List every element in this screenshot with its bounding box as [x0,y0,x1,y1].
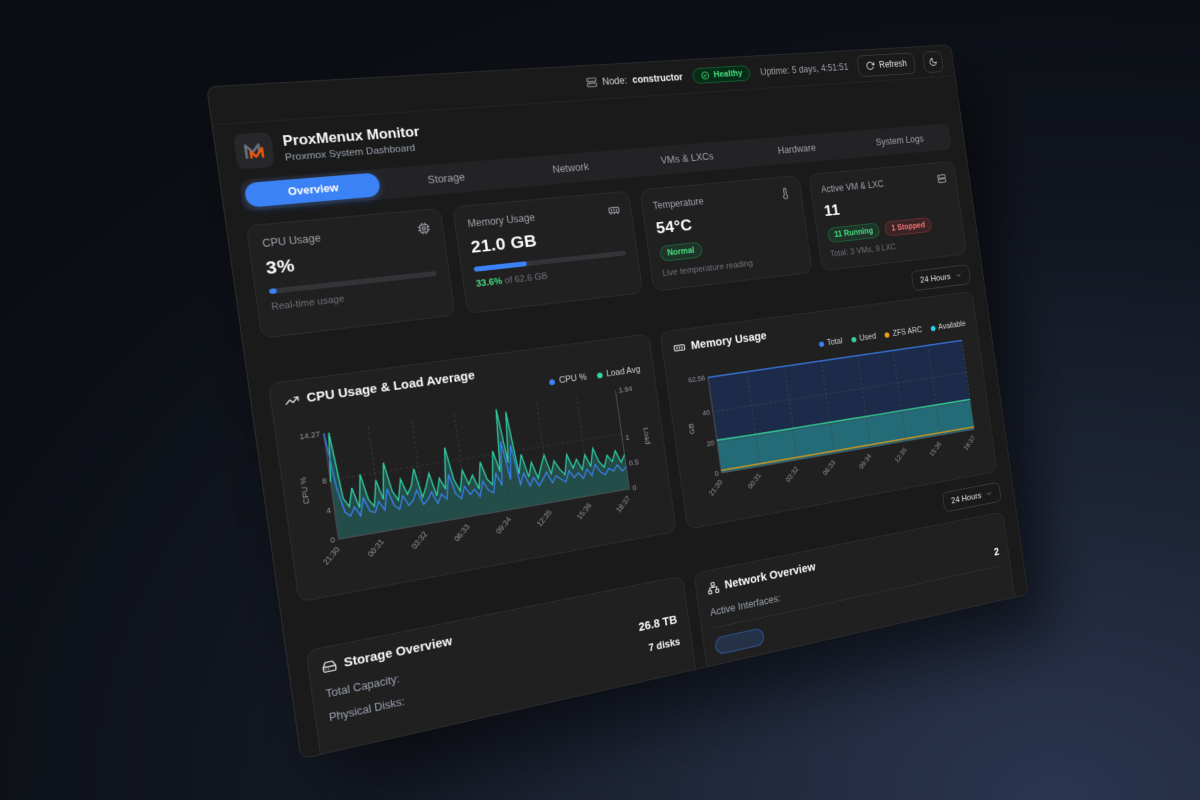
proxmenux-logo [232,131,276,170]
storage-capacity-value: 26.8 TB [637,612,678,634]
svg-text:03:32: 03:32 [784,465,800,484]
memory-usage-card: Memory Usage 21.0 GB 33.6% of 62.6 GB [452,190,643,314]
temperature-status-badge: Normal [658,241,703,262]
cpu-load-chart: 14.27 0 4 8 1.94 0 0.5 1 21:30 00:31 03:32 06:33 09:… [298,384,653,567]
interface-badge [713,627,765,656]
svg-text:1: 1 [625,433,630,442]
svg-text:00:31: 00:31 [366,537,386,558]
refresh-button[interactable]: Refresh [856,52,917,77]
legend-dot-used [850,336,857,343]
legend-dot-cpu [549,378,556,386]
check-circle-icon [701,71,711,81]
memory-chart-icon [672,341,686,355]
svg-text:0: 0 [714,469,719,478]
legend-dot-total [818,340,825,347]
chevron-down-icon-2 [985,489,993,498]
svg-text:15:36: 15:36 [575,501,593,521]
svg-text:12:35: 12:35 [535,508,554,528]
temperature-card-title: Temperature [652,195,705,212]
storage-disks-label: Physical Disks: [328,695,406,725]
svg-text:18:37: 18:37 [962,434,977,452]
svg-text:14.27: 14.27 [299,429,321,441]
svg-text:1.94: 1.94 [618,384,633,395]
uptime-text: Uptime: 5 days, 4:51:51 [759,61,849,78]
cpu-load-chart-card: CPU Usage & Load Average CPU % Load Avg … [267,333,677,603]
theme-toggle-button[interactable] [922,50,944,73]
legend-dot-load [596,371,603,379]
server-icon [585,77,598,89]
svg-text:03:32: 03:32 [409,530,429,551]
hard-drive-icon [321,658,338,675]
health-badge-label: Healthy [712,68,744,80]
storage-capacity-label: Total Capacity: [324,672,401,701]
legend-dot-zfs-arc [884,331,890,338]
cpu-card-title: CPU Usage [261,231,322,250]
svg-text:CPU %: CPU % [298,476,312,505]
storage-disks-value: 7 disks [648,635,681,654]
time-range-label: 24 Hours [919,272,952,285]
svg-text:20: 20 [706,439,715,449]
svg-text:21:30: 21:30 [321,545,342,567]
network-icon [706,581,720,596]
svg-text:06:33: 06:33 [821,458,837,477]
svg-text:18:37: 18:37 [614,494,632,514]
node-info: Node: constructor [585,71,683,88]
chevron-down-icon [954,271,962,280]
memory-icon [607,204,620,217]
node-value: constructor [631,71,684,86]
refresh-button-label: Refresh [878,58,908,70]
svg-text:Load: Load [642,427,653,445]
svg-text:62.56: 62.56 [687,374,705,385]
cpu-usage-card: CPU Usage 3% Real-time usage [245,207,456,339]
trending-up-icon [284,393,301,409]
memory-card-title: Memory Usage [466,211,536,230]
svg-text:00:31: 00:31 [746,471,763,490]
svg-text:0.5: 0.5 [628,457,639,467]
refresh-icon [865,60,875,70]
moon-icon [928,57,938,67]
legend-dot-available [930,325,936,332]
dashboard-window: Node: constructor Healthy Uptime: 5 days… [206,44,1029,760]
charts-row: CPU Usage & Load Average CPU % Load Avg … [248,282,1010,606]
servers-icon [936,173,947,185]
memory-chart: 62.56 0 20 40 21:30 00:31 03:32 06:33 09:34 12:35… [686,329,986,498]
svg-text:8: 8 [321,476,327,486]
svg-text:09:34: 09:34 [857,452,873,470]
svg-text:12:35: 12:35 [893,446,908,464]
node-label: Node: [601,74,628,88]
svg-text:09:34: 09:34 [494,515,513,536]
svg-text:GB: GB [686,423,696,435]
cpu-icon [417,222,432,236]
svg-text:06:33: 06:33 [452,522,472,543]
vm-card-title: Active VM & LXC [820,178,885,196]
svg-text:15:36: 15:36 [928,440,943,458]
vm-running-badge: 11 Running [826,222,881,244]
health-badge: Healthy [691,65,752,84]
svg-text:0: 0 [330,535,336,545]
network-interfaces-value: 2 [993,545,1000,559]
thermometer-icon [779,187,791,199]
active-vm-card: Active VM & LXC 11 11 Running 1 Stopped … [808,160,967,272]
svg-text:0: 0 [632,483,637,492]
temperature-card: Temperature 54°C Normal Live temperature… [639,175,813,292]
vm-stopped-badge: 1 Stopped [883,216,933,237]
time-range-label-2: 24 Hours [950,491,982,506]
memory-chart-card: Memory Usage Total Used ZFS ARC Availab [659,290,998,530]
svg-text:4: 4 [326,505,332,515]
svg-text:21:30: 21:30 [707,478,724,497]
svg-text:40: 40 [702,408,711,418]
